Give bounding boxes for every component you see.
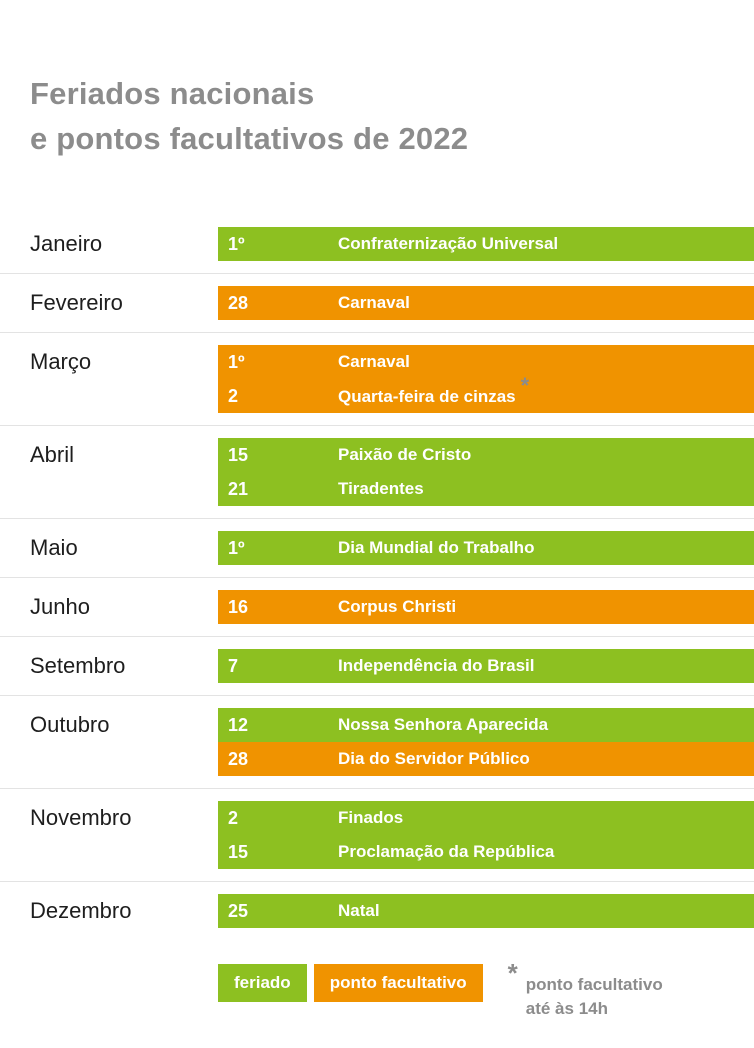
asterisk-icon: * (507, 958, 518, 988)
holiday-bar-feriado: 15 Paixão de Cristo (218, 438, 754, 472)
month-label: Novembro (30, 805, 132, 830)
legend-feriado-label: feriado (234, 973, 291, 992)
month-label: Maio (30, 535, 78, 560)
month-label: Outubro (30, 712, 110, 737)
holiday-name: Quarta-feira de cinzas * (338, 372, 530, 406)
month-label: Dezembro (30, 898, 132, 923)
holiday-bars: 1º Dia Mundial do Trabalho (218, 531, 754, 565)
holiday-bars: 16 Corpus Christi (218, 590, 754, 624)
holiday-bar-ponto_facultativo: 2 Quarta-feira de cinzas * (218, 372, 754, 413)
holiday-day: 15 (228, 444, 249, 465)
calendar-row: Abril 15 Paixão de Cristo 21 Tiradentes (0, 426, 754, 519)
holiday-bar-ponto_facultativo: 1º Carnaval (218, 345, 754, 379)
holiday-bars: 1º Confraternização Universal (218, 227, 754, 261)
holiday-day: 1º (228, 537, 245, 558)
page-title-line-1: Feriados nacionais (30, 76, 315, 111)
holiday-day: 15 (228, 841, 249, 862)
holiday-name: Paixão de Cristo (338, 445, 472, 464)
holiday-bar-ponto_facultativo: 28 Carnaval (218, 286, 754, 320)
holiday-bar-ponto_facultativo: 28 Dia do Servidor Público (218, 742, 754, 776)
holiday-name: Dia Mundial do Trabalho (338, 538, 535, 557)
holiday-bar-feriado: 1º Dia Mundial do Trabalho (218, 531, 754, 565)
holiday-name: Carnaval (338, 293, 410, 312)
calendar-row: Fevereiro 28 Carnaval (0, 274, 754, 333)
holiday-name: Carnaval (338, 352, 410, 371)
calendar-row: Janeiro 1º Confraternização Universal (0, 215, 754, 274)
holiday-bars: 15 Paixão de Cristo 21 Tiradentes (218, 438, 754, 506)
holiday-day: 1º (228, 233, 245, 254)
legend-feriado-box: feriado (218, 964, 307, 1002)
holiday-name: Confraternização Universal (338, 234, 559, 253)
holiday-bars: 1º Carnaval 2 Quarta-feira de cinzas * (218, 345, 754, 413)
holiday-bar-feriado: 2 Finados (218, 801, 754, 835)
holiday-day: 7 (228, 655, 239, 676)
page-title: Feriados nacionais e pontos facultativos… (0, 0, 754, 161)
holiday-day: 12 (228, 714, 249, 735)
holiday-day: 21 (228, 478, 249, 499)
holiday-day: 25 (228, 900, 249, 921)
holiday-day: 28 (228, 292, 249, 313)
holiday-day: 2 (228, 807, 239, 828)
month-label: Fevereiro (30, 290, 123, 315)
month-label: Setembro (30, 653, 126, 678)
holiday-name: Dia do Servidor Público (338, 749, 530, 768)
legend-ponto-facultativo-label: ponto facultativo (329, 973, 467, 992)
month-label: Junho (30, 594, 90, 619)
calendar-row: Outubro 12 Nossa Senhora Aparecida 28 Dia do… (0, 696, 754, 789)
holiday-bar-feriado: 7 Independência do Brasil (218, 649, 754, 683)
legend-note: * ponto facultativo até às 14h (507, 958, 663, 1021)
holiday-bar-feriado: 1º Confraternização Universal (218, 227, 754, 261)
asterisk-icon: * (520, 372, 530, 398)
month-label: Abril (30, 442, 75, 467)
holiday-name: Tiradentes (338, 479, 424, 498)
holiday-name: Independência do Brasil (338, 656, 535, 675)
legend-note-text: ponto facultativo até às 14h (526, 964, 663, 1021)
holiday-bar-feriado: 15 Proclamação da República (218, 835, 754, 869)
calendar-row: Maio 1º Dia Mundial do Trabalho (0, 519, 754, 578)
legend-ponto-facultativo-box: ponto facultativo (313, 964, 483, 1002)
holiday-day: 28 (228, 748, 249, 769)
holiday-name: Proclamação da República (338, 842, 555, 861)
holiday-bar-feriado: 25 Natal (218, 894, 754, 928)
holiday-day: 16 (228, 596, 249, 617)
holiday-name: Corpus Christi (338, 597, 457, 616)
holiday-name: Finados (338, 808, 404, 827)
holiday-bars: 25 Natal (218, 894, 754, 928)
holiday-bars: 2 Finados 15 Proclamação da República (218, 801, 754, 869)
calendar-row: Dezembro 25 Natal (0, 882, 754, 940)
holiday-bars: 28 Carnaval (218, 286, 754, 320)
holiday-rows: Janeiro 1º Confraternização Universal Fever… (0, 215, 754, 940)
page-title-line-2: e pontos facultativos de 2022 (30, 121, 469, 156)
holiday-name: Nossa Senhora Aparecida (338, 715, 549, 734)
holiday-bar-feriado: 12 Nossa Senhora Aparecida (218, 708, 754, 742)
calendar-row: Setembro 7 Independência do Brasil (0, 637, 754, 696)
holiday-bar-feriado: 21 Tiradentes (218, 472, 754, 506)
calendar-row: Março 1º Carnaval 2 Quarta-feira de cinzas * (0, 333, 754, 426)
holiday-name: Natal (338, 901, 380, 920)
month-label: Março (30, 349, 92, 374)
calendar-row: Novembro 2 Finados 15 Proclamação da Repúbli… (0, 789, 754, 882)
holiday-day: 2 (228, 385, 239, 406)
holiday-bar-ponto_facultativo: 16 Corpus Christi (218, 590, 754, 624)
legend-note-line-1: ponto facultativo (525, 975, 663, 994)
holiday-day: 1º (228, 351, 245, 372)
legend-note-line-2: até às 14h (525, 999, 608, 1018)
holiday-bars: 12 Nossa Senhora Aparecida 28 Dia do Servid… (218, 708, 754, 776)
month-label: Janeiro (30, 231, 103, 256)
holiday-bars: 7 Independência do Brasil (218, 649, 754, 683)
legend: feriado ponto facultativo * ponto facult… (218, 958, 754, 1021)
calendar-row: Junho 16 Corpus Christi (0, 578, 754, 637)
